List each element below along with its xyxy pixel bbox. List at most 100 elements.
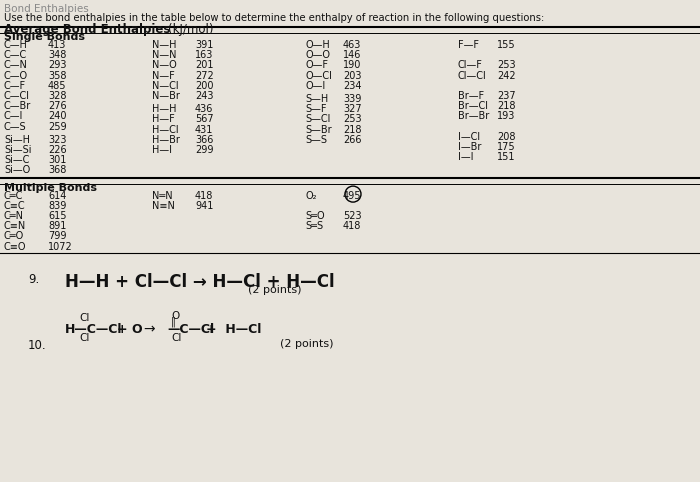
Text: 259: 259 (48, 121, 66, 132)
Text: 234: 234 (343, 81, 361, 91)
Text: Cl—F: Cl—F (458, 60, 483, 70)
Text: Bond Enthalpies: Bond Enthalpies (4, 4, 89, 14)
Text: N—Br: N—Br (152, 91, 180, 101)
Text: 299: 299 (195, 145, 214, 155)
Text: C—H: C—H (4, 40, 28, 50)
Text: 175: 175 (497, 142, 516, 152)
Text: 839: 839 (48, 201, 66, 211)
Text: 201: 201 (195, 60, 214, 70)
Text: H—Br: H—Br (152, 135, 180, 145)
Text: H—F: H—F (152, 114, 175, 124)
Text: 253: 253 (343, 114, 362, 124)
Text: N═N: N═N (152, 190, 173, 201)
Text: 941: 941 (195, 201, 214, 211)
Text: 9.: 9. (28, 273, 39, 286)
Text: 293: 293 (48, 60, 66, 70)
Text: 358: 358 (48, 70, 66, 80)
Text: 242: 242 (497, 70, 516, 80)
Text: O—O: O—O (305, 50, 330, 60)
Text: 523: 523 (343, 211, 362, 221)
Text: 237: 237 (497, 91, 516, 101)
Text: + O: + O (117, 323, 143, 336)
Text: 431: 431 (195, 125, 214, 134)
Text: Cl—Cl: Cl—Cl (458, 70, 486, 80)
Text: C≡N: C≡N (4, 221, 27, 231)
Text: I—I: I—I (458, 152, 473, 162)
Text: Cl: Cl (79, 313, 90, 323)
Text: 193: 193 (497, 111, 515, 121)
Text: 208: 208 (497, 132, 515, 142)
Text: C≡C: C≡C (4, 201, 26, 211)
Text: Cl: Cl (171, 333, 181, 343)
Text: Br—Cl: Br—Cl (458, 101, 488, 111)
Text: S—H: S—H (305, 94, 328, 104)
Text: 240: 240 (48, 111, 66, 121)
Text: Si—Si: Si—Si (4, 145, 32, 155)
Text: 1072: 1072 (48, 241, 73, 252)
Text: C—I: C—I (4, 111, 23, 121)
Text: O—F: O—F (305, 60, 328, 70)
Text: I—Cl: I—Cl (458, 132, 480, 142)
Text: 391: 391 (195, 40, 214, 50)
Text: C═N: C═N (4, 211, 24, 221)
Text: C—S: C—S (4, 121, 27, 132)
Text: (2 points): (2 points) (280, 339, 333, 349)
Text: 218: 218 (497, 101, 515, 111)
Text: Use the bond enthalpies in the table below to determine the enthalpy of reaction: Use the bond enthalpies in the table bel… (4, 13, 545, 23)
Text: 463: 463 (343, 40, 361, 50)
Text: O—H: O—H (305, 40, 330, 50)
Text: 146: 146 (343, 50, 361, 60)
Text: 615: 615 (48, 211, 66, 221)
Text: 155: 155 (497, 40, 516, 50)
Text: 218: 218 (343, 125, 361, 134)
Text: 327: 327 (343, 104, 362, 114)
Text: C—O: C—O (4, 70, 28, 80)
Text: N≡N: N≡N (152, 201, 175, 211)
Text: F—F: F—F (458, 40, 479, 50)
Text: 891: 891 (48, 221, 66, 231)
Text: 163: 163 (195, 50, 214, 60)
Text: C—C: C—C (4, 50, 27, 60)
Text: C≡O: C≡O (4, 241, 27, 252)
Text: 226: 226 (48, 145, 66, 155)
Text: N—Cl: N—Cl (152, 81, 178, 91)
Text: C═C: C═C (4, 190, 23, 201)
Text: 190: 190 (343, 60, 361, 70)
Text: 323: 323 (48, 135, 66, 145)
Text: N—H: N—H (152, 40, 176, 50)
Text: 266: 266 (343, 135, 361, 145)
Text: N—F: N—F (152, 70, 175, 80)
Text: I—Br: I—Br (458, 142, 482, 152)
Text: 418: 418 (343, 221, 361, 231)
Text: N—N: N—N (152, 50, 176, 60)
Text: S═O: S═O (305, 211, 325, 221)
Text: Cl: Cl (79, 333, 90, 343)
Text: C—N: C—N (4, 60, 28, 70)
Text: O—Cl: O—Cl (305, 70, 332, 80)
Text: C—Br: C—Br (4, 101, 32, 111)
Text: (kJ/mol): (kJ/mol) (168, 23, 214, 36)
Text: ‖: ‖ (171, 317, 176, 327)
Text: C═O: C═O (4, 231, 25, 241)
Text: →: → (143, 323, 155, 337)
Text: H—Cl: H—Cl (152, 125, 178, 134)
Text: H—I: H—I (152, 145, 172, 155)
Text: S—F: S—F (305, 104, 326, 114)
Text: 339: 339 (343, 94, 361, 104)
Text: (2 points): (2 points) (248, 285, 302, 295)
Text: S═S: S═S (305, 221, 323, 231)
Text: Single Bonds: Single Bonds (4, 32, 85, 42)
Text: 413: 413 (48, 40, 66, 50)
Text: C—F: C—F (4, 81, 26, 91)
Text: 200: 200 (195, 81, 214, 91)
Text: 368: 368 (48, 165, 66, 175)
Text: C—Cl: C—Cl (4, 91, 30, 101)
Text: 495: 495 (343, 190, 361, 201)
Text: 328: 328 (48, 91, 66, 101)
Text: 301: 301 (48, 155, 66, 165)
Text: H—H + Cl—Cl → H—Cl + H—Cl: H—H + Cl—Cl → H—Cl + H—Cl (65, 273, 335, 291)
Text: Average Bond Enthalpies: Average Bond Enthalpies (4, 23, 170, 36)
Text: 485: 485 (48, 81, 66, 91)
Text: 614: 614 (48, 190, 66, 201)
Text: S—Cl: S—Cl (305, 114, 330, 124)
